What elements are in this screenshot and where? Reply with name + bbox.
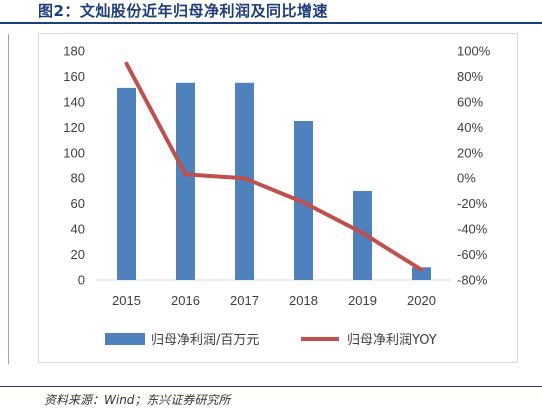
left-tick-label: 40 xyxy=(71,222,85,237)
left-edge-line xyxy=(8,34,9,364)
left-tick-label: 140 xyxy=(63,94,85,109)
legend: 归母净利润/百万元 归母净利润YOY xyxy=(105,333,437,348)
bar-series xyxy=(117,82,431,280)
legend-bar-swatch xyxy=(105,333,145,345)
legend-line-label: 归母净利润YOY xyxy=(347,333,437,348)
chart-svg: 0 20 40 60 80 100 120 140 160 180 -80% -60% -40% -20… xyxy=(63,44,491,349)
bottom-rule xyxy=(0,386,542,387)
category-label: 2019 xyxy=(348,293,377,308)
right-tick-label: -80% xyxy=(457,273,488,288)
chart-frame: 0 20 40 60 80 100 120 140 160 180 -80% -60% -40% -20… xyxy=(38,33,518,363)
bar xyxy=(353,190,372,280)
left-tick-label: 100 xyxy=(63,145,85,160)
left-tick-label: 20 xyxy=(71,247,85,262)
right-tick-label: -20% xyxy=(457,196,488,211)
left-tick-label: 80 xyxy=(71,171,85,186)
bar xyxy=(176,82,195,280)
bar xyxy=(412,267,431,280)
right-tick-label: 100% xyxy=(457,44,491,59)
category-label: 2020 xyxy=(407,293,436,308)
left-axis-ticks: 0 20 40 60 80 100 120 140 160 180 xyxy=(63,44,85,288)
category-axis-labels: 2015 2016 2017 2018 2019 2020 xyxy=(112,293,436,308)
right-tick-label: 80% xyxy=(457,69,483,84)
right-tick-label: 40% xyxy=(457,120,483,135)
category-label: 2017 xyxy=(230,293,259,308)
line-series xyxy=(124,61,424,272)
right-axis-ticks: -80% -60% -40% -20% 0% 20% 40% 60% 80% 100% xyxy=(457,44,491,288)
right-tick-label: 20% xyxy=(457,145,483,160)
category-label: 2015 xyxy=(112,293,141,308)
yoy-line xyxy=(124,61,424,272)
source-note: 资料来源：Wind；东兴证券研究所 xyxy=(44,393,231,407)
right-tick-label: 60% xyxy=(457,94,483,109)
bar xyxy=(235,82,254,280)
category-label: 2016 xyxy=(171,293,200,308)
right-tick-label: 0% xyxy=(457,171,476,186)
category-label: 2018 xyxy=(289,293,318,308)
left-tick-label: 180 xyxy=(63,44,85,59)
page-title: 图2：文灿股份近年归母净利润及同比增速 xyxy=(38,2,328,20)
left-tick-label: 60 xyxy=(71,196,85,211)
left-tick-label: 0 xyxy=(78,273,85,288)
left-tick-label: 160 xyxy=(63,69,85,84)
left-tick-label: 120 xyxy=(63,120,85,135)
title-rule xyxy=(0,22,542,24)
legend-bar-label: 归母净利润/百万元 xyxy=(151,333,259,348)
right-tick-label: -60% xyxy=(457,247,488,262)
bar xyxy=(117,87,136,280)
right-tick-label: -40% xyxy=(457,222,488,237)
